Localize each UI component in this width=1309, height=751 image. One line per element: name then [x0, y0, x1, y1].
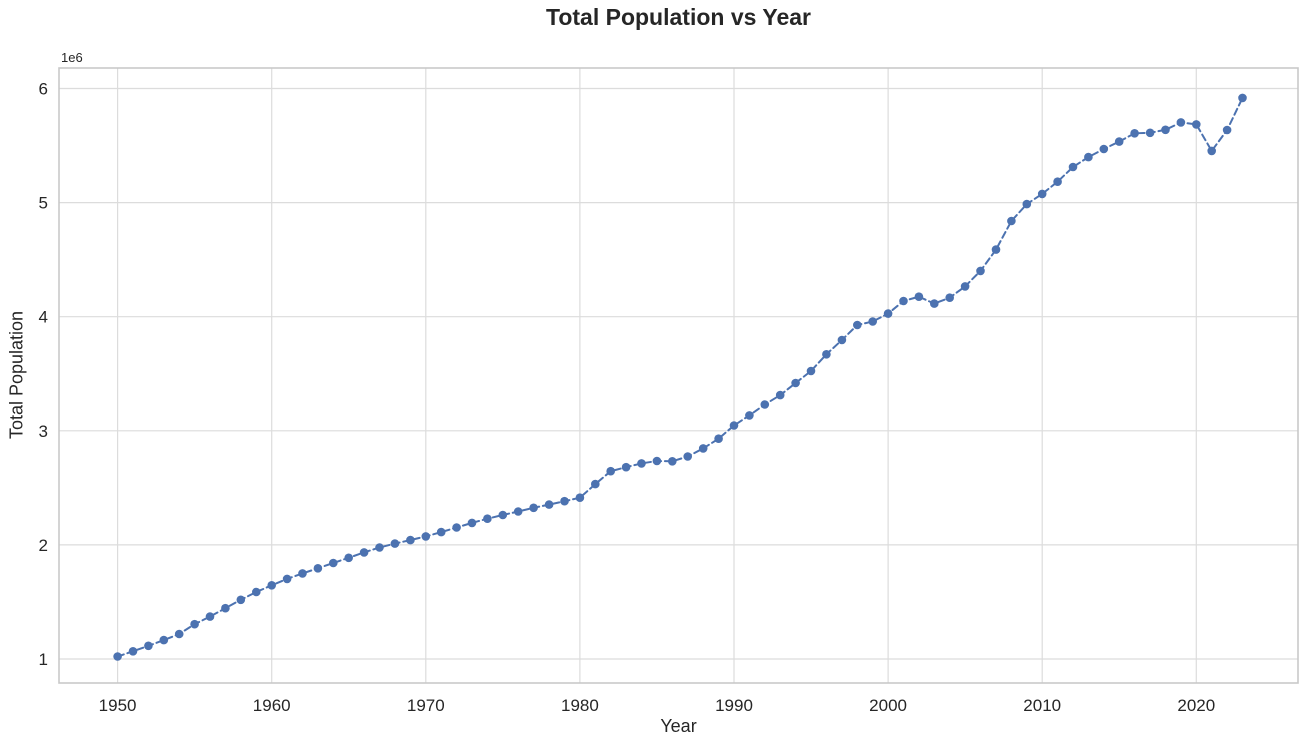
data-point — [883, 309, 893, 318]
data-point — [899, 296, 908, 306]
x-tick-label: 1960 — [253, 696, 291, 715]
data-point — [1099, 144, 1109, 154]
data-point — [467, 518, 477, 528]
data-point — [329, 558, 338, 568]
data-point — [652, 456, 662, 466]
data-point — [236, 595, 246, 605]
data-point — [1161, 125, 1170, 135]
x-tick-label: 1950 — [99, 696, 137, 715]
plot-border — [58, 67, 1299, 684]
data-point — [483, 514, 492, 523]
data-point — [775, 390, 785, 400]
data-point — [174, 629, 184, 639]
data-point — [1084, 152, 1093, 162]
data-point — [144, 641, 153, 651]
x-tick-label: 2000 — [869, 696, 907, 715]
data-point — [128, 647, 138, 656]
data-point — [436, 527, 446, 537]
data-point — [822, 350, 831, 359]
data-point — [806, 366, 816, 376]
data-point — [637, 459, 646, 468]
data-point — [1068, 162, 1078, 172]
data-point — [1130, 129, 1139, 138]
y-tick-label: 4 — [39, 308, 48, 327]
data-point — [452, 523, 461, 532]
data-point — [1222, 125, 1232, 135]
data-point — [1238, 93, 1247, 103]
data-point — [190, 619, 199, 629]
data-point — [1007, 216, 1016, 226]
data-point — [375, 543, 384, 552]
data-point — [298, 569, 307, 578]
data-point — [344, 553, 354, 563]
x-tick-label: 1980 — [561, 696, 599, 715]
data-point — [606, 466, 615, 476]
data-point — [868, 317, 877, 326]
data-point — [930, 299, 939, 308]
x-tick-label: 1970 — [407, 696, 445, 715]
data-point — [529, 503, 538, 513]
x-axis-label: Year — [660, 716, 697, 736]
data-point — [760, 400, 770, 409]
data-point — [1207, 146, 1216, 156]
data-point — [1114, 137, 1124, 146]
y-tick-label: 3 — [39, 422, 48, 441]
data-point — [390, 539, 400, 548]
data-point — [853, 320, 862, 330]
data-point — [1145, 128, 1155, 138]
data-point — [251, 587, 261, 597]
data-point — [267, 581, 277, 590]
data-point — [159, 635, 169, 645]
data-point — [406, 535, 415, 545]
data-point — [668, 457, 677, 466]
data-point — [513, 507, 523, 516]
data-point — [544, 500, 554, 509]
y-tick-label: 2 — [39, 536, 48, 555]
data-point — [421, 532, 431, 541]
data-point — [837, 335, 847, 345]
y-tick-label: 1 — [39, 650, 48, 669]
data-point — [282, 574, 292, 584]
data-point — [498, 510, 508, 520]
y-axis-offset-text: 1e6 — [61, 50, 83, 65]
data-point — [698, 444, 708, 453]
data-point — [575, 493, 585, 503]
data-point — [1053, 177, 1062, 186]
data-point — [359, 548, 369, 557]
data-point — [591, 479, 600, 489]
data-point — [914, 292, 924, 302]
data-point — [621, 462, 631, 472]
data-point — [1037, 189, 1047, 199]
data-point — [560, 496, 569, 506]
data-point — [976, 266, 985, 276]
chart-title: Total Population vs Year — [546, 4, 811, 30]
data-point — [221, 603, 230, 613]
series-line — [116, 96, 1244, 658]
data-point — [1192, 120, 1201, 129]
data-point — [113, 652, 122, 661]
x-tick-label: 2010 — [1023, 696, 1061, 715]
y-tick-label: 5 — [39, 194, 48, 213]
data-point — [205, 612, 215, 621]
data-point — [313, 564, 323, 573]
x-tick-label: 2020 — [1177, 696, 1215, 715]
x-tick-label: 1990 — [715, 696, 753, 715]
data-point — [1022, 199, 1032, 209]
data-point — [991, 245, 1001, 254]
data-point — [714, 434, 723, 444]
data-point — [1176, 118, 1186, 127]
data-point — [791, 378, 800, 388]
data-point — [960, 282, 970, 291]
data-point — [729, 421, 739, 430]
data-point — [683, 452, 692, 461]
data-point — [945, 293, 954, 303]
data-point — [745, 411, 754, 420]
y-tick-label: 6 — [39, 80, 48, 99]
